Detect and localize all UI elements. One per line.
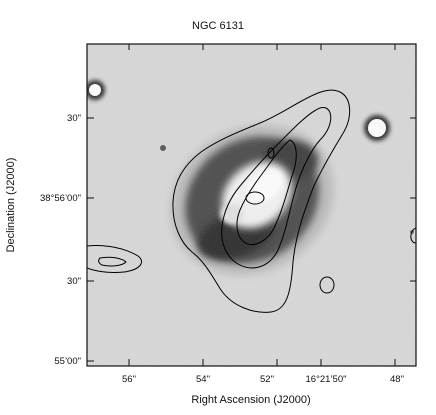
greyscale-image <box>87 44 416 366</box>
x-tick-label: 48" <box>390 374 404 385</box>
x-tick-label: 52" <box>260 374 274 385</box>
x-ticks <box>128 44 396 366</box>
y-tick-label: 30" <box>67 276 81 287</box>
x-tick-label: 54" <box>196 374 210 385</box>
y-ticks <box>87 117 416 362</box>
y-tick-label: 55’00" <box>54 356 81 367</box>
plot-frame <box>86 43 417 367</box>
x-axis-label: Right Ascension (J2000) <box>191 394 310 406</box>
y-tick-label: 38°56’00" <box>40 193 81 204</box>
figure-title: NGC 6131 <box>192 20 244 32</box>
x-tick-label: 16°21’50" <box>306 374 347 385</box>
radio-contours <box>87 89 416 313</box>
x-tick-label: 56" <box>122 374 136 385</box>
y-axis-label: Declination (J2000) <box>5 158 17 253</box>
y-tick-label: 30" <box>67 113 81 124</box>
